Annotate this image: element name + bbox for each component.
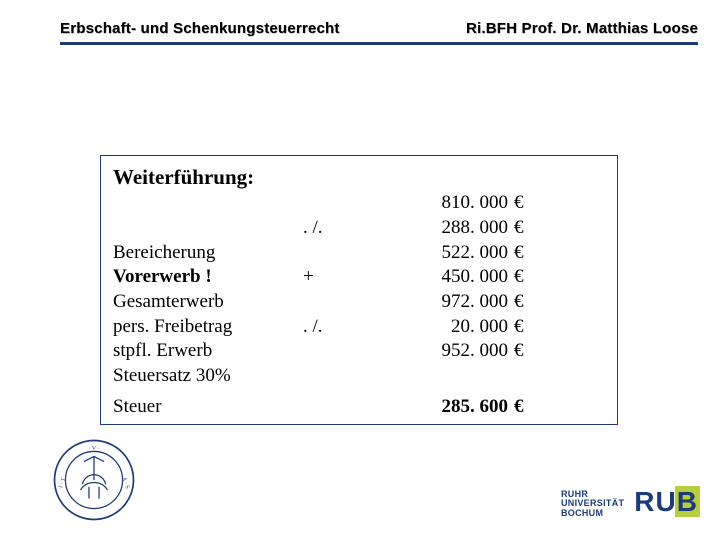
rub-text-line3: BOCHUM (561, 509, 624, 518)
university-seal-icon: · V · I · T A · S (52, 438, 136, 522)
calc-label: Bereicherung (113, 241, 303, 266)
header-title-left: Erbschaft- und Schenkungsteuerrecht (60, 20, 340, 37)
rub-mark-u: U (656, 486, 677, 517)
calc-unit: € (508, 191, 534, 216)
calculation-box: Weiterführung: 810. 000€. /.288. 000€Ber… (100, 155, 618, 425)
calc-value: 972. 000 (363, 290, 508, 315)
calc-row: . /.288. 000€ (113, 216, 605, 241)
calc-unit: € (508, 395, 534, 420)
calc-label: Steuersatz 30% (113, 364, 303, 389)
calc-row: Steuer 285. 600€ (113, 395, 605, 420)
rub-mark-r: R (634, 486, 655, 517)
calc-operator: + (303, 265, 363, 290)
calc-value: 288. 000 (363, 216, 508, 241)
calc-label: stpfl. Erwerb (113, 339, 303, 364)
header-rule (60, 42, 698, 45)
calc-unit: € (508, 241, 534, 266)
calc-value: 285. 600 (363, 395, 508, 420)
calc-row: stpfl. Erwerb 952. 000€ (113, 339, 605, 364)
calc-row: Bereicherung 522. 000€ (113, 241, 605, 266)
rub-logo-text: RUHR UNIVERSITÄT BOCHUM (561, 490, 624, 518)
calc-unit: € (508, 216, 534, 241)
slide-header: Erbschaft- und Schenkungsteuerrecht Ri.B… (60, 20, 698, 37)
calc-value: 810. 000 (363, 191, 508, 216)
calc-unit: € (508, 315, 534, 340)
rub-logo: RUHR UNIVERSITÄT BOCHUM RUB (561, 486, 698, 518)
rub-mark-b: B (677, 486, 698, 517)
calc-row: Gesamterwerb 972. 000€ (113, 290, 605, 315)
rub-logo-mark: RUB (634, 486, 698, 518)
calc-row: pers. Freibetrag. /. 20. 000€ (113, 315, 605, 340)
calc-label: pers. Freibetrag (113, 315, 303, 340)
calc-operator: . /. (303, 315, 363, 340)
calc-value: 450. 000 (363, 265, 508, 290)
box-title: Weiterführung: (113, 164, 303, 191)
calc-label: Vorerwerb ! (113, 265, 303, 290)
calc-row: Vorerwerb !+450. 000€ (113, 265, 605, 290)
calc-label: Gesamterwerb (113, 290, 303, 315)
calc-unit: € (508, 290, 534, 315)
calc-value: 522. 000 (363, 241, 508, 266)
calc-value: 20. 000 (363, 315, 508, 340)
calc-unit: € (508, 265, 534, 290)
header-title-right: Ri.BFH Prof. Dr. Matthias Loose (466, 20, 698, 37)
svg-text:· V ·: · V · (89, 446, 100, 452)
calc-label: Steuer (113, 395, 303, 420)
box-title-row: Weiterführung: (113, 164, 605, 191)
slide: Erbschaft- und Schenkungsteuerrecht Ri.B… (0, 0, 720, 540)
calculation-rows: 810. 000€. /.288. 000€Bereicherung522. 0… (113, 191, 605, 419)
calc-row: 810. 000€ (113, 191, 605, 216)
calc-value: 952. 000 (363, 339, 508, 364)
calc-operator: . /. (303, 216, 363, 241)
calc-unit: € (508, 339, 534, 364)
calc-row: Steuersatz 30% (113, 364, 605, 389)
